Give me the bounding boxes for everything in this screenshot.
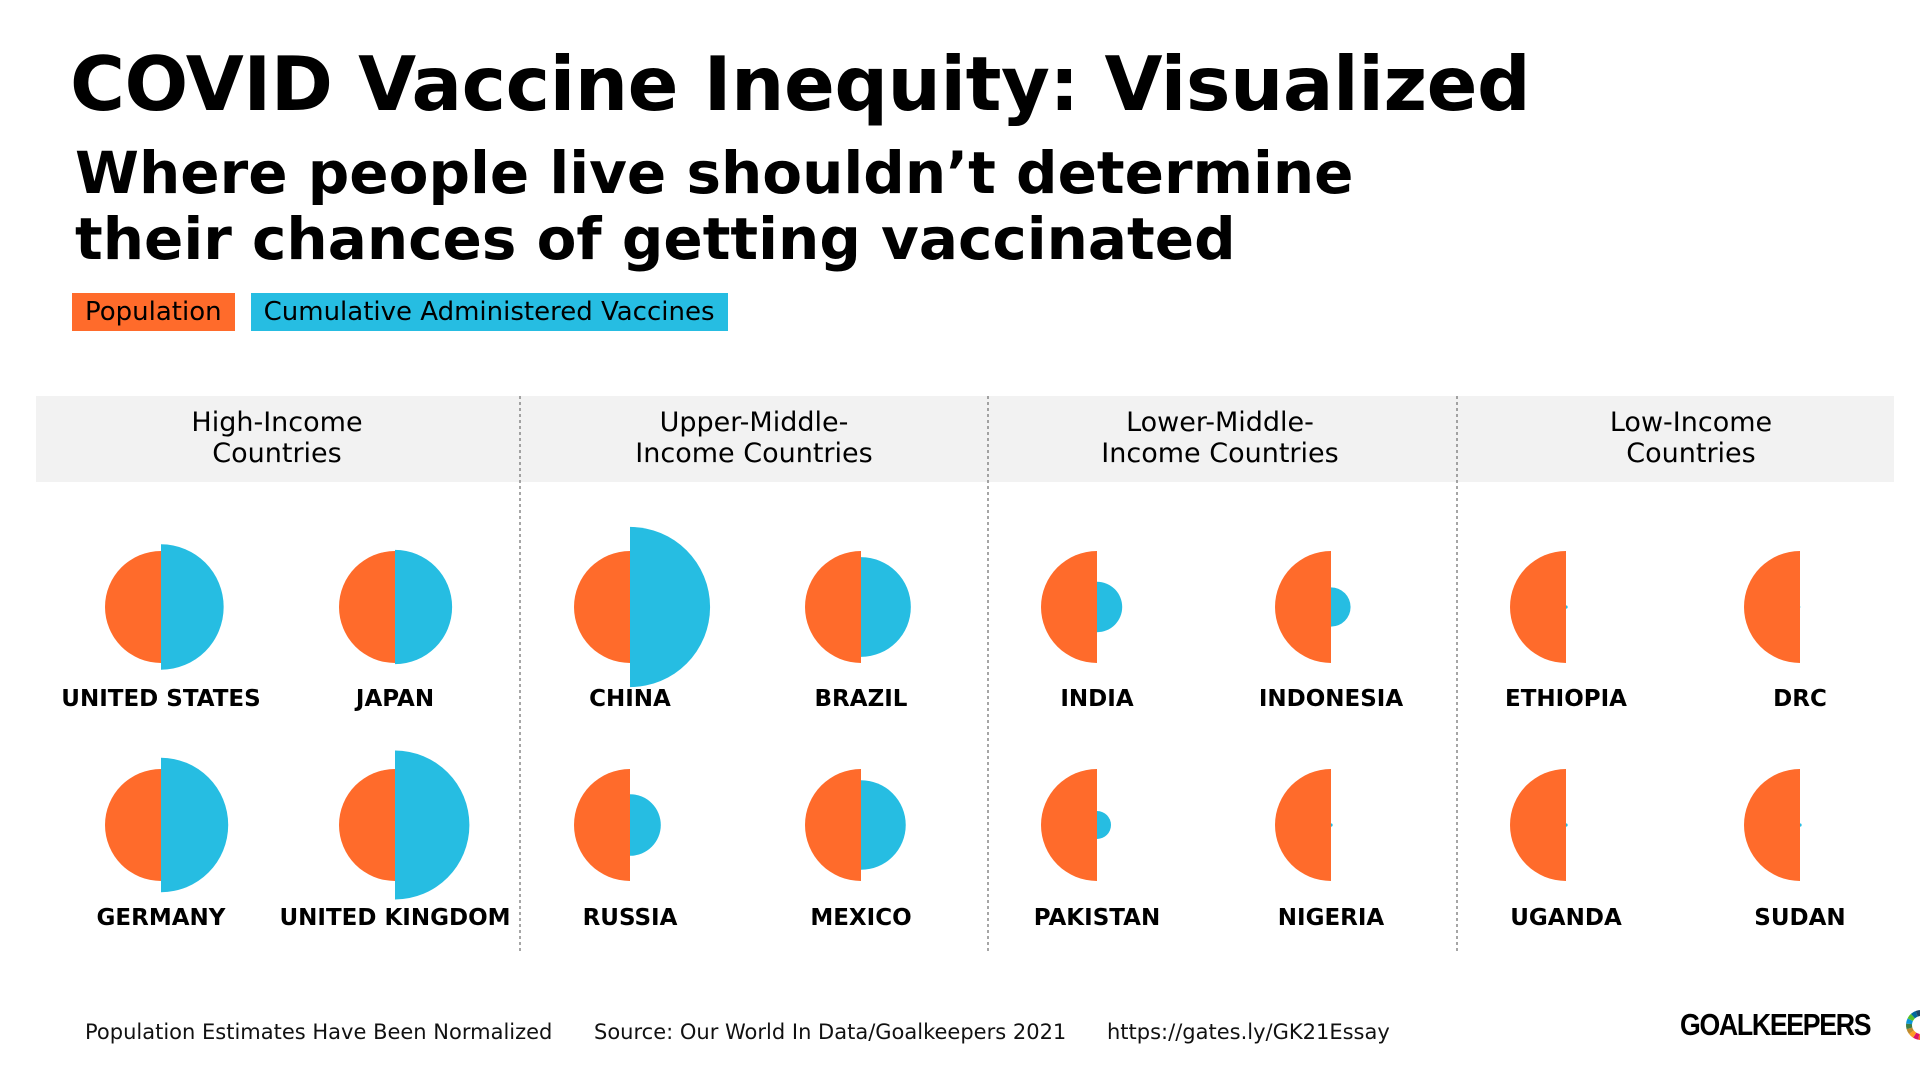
vaccines-half-ethiopia (1566, 605, 1568, 609)
group-label-lower-middle-income-countries-line-2: Income Countries (1101, 438, 1338, 469)
vaccines-half-india (1097, 581, 1123, 633)
group-label-high-income-countries-line-1: High-Income (191, 407, 362, 438)
vaccines-half-sudan (1800, 823, 1802, 827)
wheel-segment (1906, 1027, 1915, 1035)
wheel-segment (1911, 1011, 1918, 1019)
group-label-upper-middle-income-countries-line-2: Income Countries (635, 438, 872, 469)
subtitle-line-1: Where people live shouldn’t determine (75, 139, 1354, 207)
country-label-ethiopia: ETHIOPIA (1505, 686, 1627, 712)
population-half-ethiopia (1510, 551, 1566, 663)
population-half-japan (339, 551, 395, 663)
logo-text: GOALKEEPERS (1680, 1007, 1872, 1042)
wheel-segment (1915, 1010, 1920, 1017)
vaccines-half-pakistan (1097, 811, 1111, 839)
vaccines-half-indonesia (1331, 587, 1351, 627)
population-half-germany (105, 769, 161, 881)
vaccines-half-mexico (861, 780, 906, 870)
country-label-united-states: UNITED STATES (61, 686, 260, 712)
vaccines-half-united-kingdom (395, 750, 470, 900)
country-label-pakistan: PAKISTAN (1034, 905, 1160, 931)
vaccines-half-united-states (161, 544, 224, 670)
vaccines-half-russia (630, 794, 661, 856)
footer-source: Source: Our World In Data/Goalkeepers 20… (594, 1020, 1067, 1044)
wheel-segment (1906, 1023, 1913, 1030)
footer-url[interactable]: https://gates.ly/GK21Essay (1107, 1020, 1390, 1044)
legend-vaccines: Cumulative Administered Vaccines (250, 293, 728, 331)
vaccines-half-japan (395, 549, 453, 665)
vaccines-half-brazil (861, 557, 911, 657)
country-label-russia: RUSSIA (583, 905, 678, 931)
vaccines-half-germany (161, 757, 229, 893)
population-half-pakistan (1041, 769, 1097, 881)
population-half-uganda (1510, 769, 1566, 881)
group-label-high-income-countries-line-2: Countries (212, 438, 341, 469)
country-label-nigeria: NIGERIA (1278, 905, 1385, 931)
country-label-brazil: BRAZIL (815, 686, 908, 712)
population-half-sudan (1744, 769, 1800, 881)
footer-note: Population Estimates Have Been Normalize… (85, 1020, 553, 1044)
wheel-segment (1913, 1032, 1920, 1040)
population-half-india (1041, 551, 1097, 663)
group-label-low-income-countries-line-2: Countries (1626, 438, 1755, 469)
goalkeepers-logo: GOALKEEPERS (1680, 1007, 1920, 1043)
legend-population: Population (72, 293, 235, 331)
wheel-segment (1907, 1013, 1916, 1021)
sdg-wheel-icon (1906, 1010, 1920, 1040)
country-label-united-kingdom: UNITED KINGDOM (279, 905, 510, 931)
group-label-low-income-countries-line-1: Low-Income (1610, 407, 1772, 438)
population-half-nigeria (1275, 769, 1331, 881)
population-half-brazil (805, 551, 861, 663)
country-label-uganda: UGANDA (1510, 905, 1622, 931)
wheel-segment (1906, 1018, 1914, 1025)
population-half-united-kingdom (339, 769, 395, 881)
population-half-indonesia (1275, 551, 1331, 663)
population-half-mexico (805, 769, 861, 881)
country-label-japan: JAPAN (354, 686, 434, 712)
vaccines-half-china (630, 526, 711, 688)
population-half-united-states (105, 551, 161, 663)
country-label-china: CHINA (589, 686, 671, 712)
wheel-segment (1909, 1030, 1917, 1038)
category-header-band (36, 396, 1894, 482)
group-label-upper-middle-income-countries-line-1: Upper-Middle- (660, 407, 849, 438)
page-title: COVID Vaccine Inequity: Visualized (70, 40, 1531, 128)
group-label-lower-middle-income-countries-line-1: Lower-Middle- (1126, 407, 1314, 438)
population-half-china (574, 551, 630, 663)
population-half-russia (574, 769, 630, 881)
subtitle: Where people live shouldn’t determine th… (75, 140, 1354, 272)
legend: Population Cumulative Administered Vacci… (72, 293, 728, 331)
vaccines-half-nigeria (1331, 823, 1333, 827)
country-label-sudan: SUDAN (1754, 905, 1845, 931)
country-label-india: INDIA (1060, 686, 1133, 712)
country-label-germany: GERMANY (97, 905, 226, 931)
subtitle-line-2: their chances of getting vaccinated (75, 205, 1236, 273)
vaccines-half-drc (1800, 606, 1801, 608)
population-half-drc (1744, 551, 1800, 663)
country-label-drc: DRC (1773, 686, 1827, 712)
vaccines-half-uganda (1566, 823, 1568, 827)
country-label-indonesia: INDONESIA (1259, 686, 1404, 712)
country-label-mexico: MEXICO (810, 905, 911, 931)
